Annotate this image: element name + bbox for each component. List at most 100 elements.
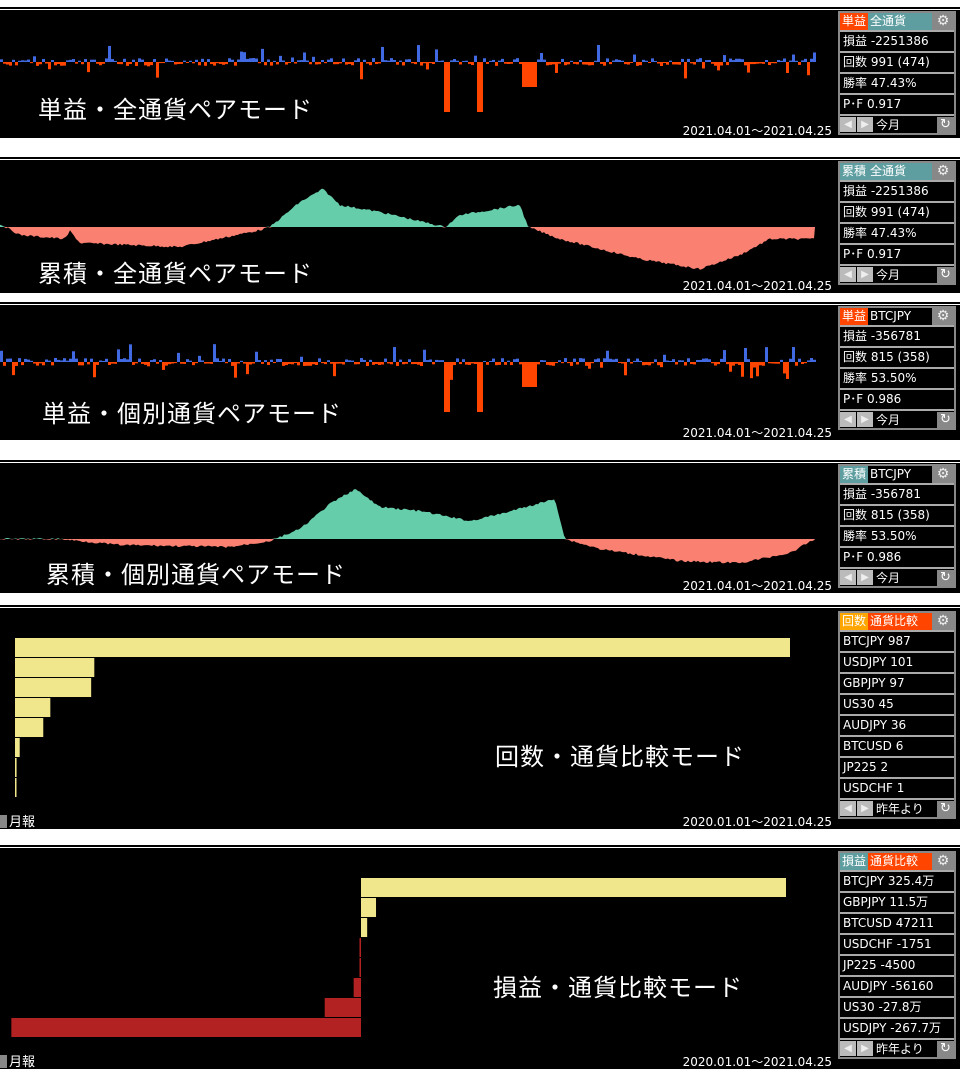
- profit-bar: [129, 344, 132, 362]
- refresh-icon[interactable]: ↻: [937, 800, 954, 817]
- loss-bar: [174, 362, 177, 364]
- loss-bar: [564, 62, 567, 66]
- profit-bar: [327, 360, 330, 362]
- mode-tag-button[interactable]: 損益: [840, 853, 869, 870]
- loss-bar: [147, 62, 150, 67]
- loss-area: [0, 227, 815, 270]
- currency-tag-button[interactable]: 全通貨: [868, 163, 932, 180]
- loss-bar: [426, 62, 429, 70]
- loss-bar: [552, 362, 555, 366]
- loss-bar: [693, 362, 696, 365]
- next-period-button[interactable]: ▶: [857, 1041, 873, 1056]
- refresh-icon[interactable]: ↻: [937, 266, 954, 283]
- prev-period-button[interactable]: ◀: [840, 570, 856, 585]
- profit-bar: [654, 60, 657, 62]
- mode-tag-button[interactable]: 単益: [840, 308, 869, 325]
- chart-panel-6: 損益・通貨比較モード 2020.01.01～2021.04.25 月報 損益 通貨比較 ⚙…: [0, 843, 960, 1071]
- currency-tag-button[interactable]: 通貨比較: [868, 853, 932, 870]
- profit-bar: [765, 59, 768, 62]
- loss-bar: [510, 62, 513, 64]
- next-period-button[interactable]: ▶: [857, 801, 873, 816]
- loss-bar: [660, 362, 663, 368]
- profit-bar: [417, 45, 420, 62]
- next-period-button[interactable]: ▶: [857, 117, 873, 132]
- loss-bar: [51, 362, 54, 366]
- refresh-icon[interactable]: ↻: [937, 411, 954, 428]
- gear-icon[interactable]: ⚙: [932, 466, 954, 483]
- refresh-icon[interactable]: ↻: [937, 116, 954, 133]
- mode-label: 回数・通貨比較モード: [495, 743, 745, 771]
- refresh-icon[interactable]: ↻: [937, 569, 954, 586]
- stat-row: USDJPY -267.7万: [840, 1019, 954, 1040]
- gear-icon[interactable]: ⚙: [932, 13, 954, 30]
- gear-icon[interactable]: ⚙: [932, 163, 954, 180]
- loss-bar: [366, 362, 369, 366]
- prev-period-button[interactable]: ◀: [840, 117, 856, 132]
- stat-row: 回数 991 (474): [840, 203, 954, 224]
- profit-bar: [264, 360, 267, 362]
- stats-box: 累積 BTCJPY ⚙ 損益 -356781 回数 815 (358) 勝率 53.50%…: [838, 464, 956, 588]
- loss-bar: [525, 62, 528, 87]
- loss-bar: [726, 62, 729, 66]
- prev-period-button[interactable]: ◀: [840, 1041, 856, 1056]
- loss-bar: [804, 362, 807, 364]
- prev-period-button[interactable]: ◀: [840, 801, 856, 816]
- loss-bar: [420, 362, 423, 366]
- profit-bar: [105, 58, 108, 62]
- currency-tag-button[interactable]: 通貨比較: [868, 613, 932, 630]
- gear-icon[interactable]: ⚙: [932, 853, 954, 870]
- profit-bar: [474, 55, 477, 62]
- profit-bar: [540, 52, 543, 62]
- currency-tag-button[interactable]: BTCJPY: [868, 308, 932, 325]
- profit-bar: [282, 60, 285, 62]
- mode-tag-button[interactable]: 累積: [840, 466, 869, 483]
- next-period-button[interactable]: ▶: [857, 412, 873, 427]
- monthly-report-button[interactable]: 月報: [0, 811, 35, 830]
- profit-bar: [384, 60, 387, 62]
- refresh-icon[interactable]: ↻: [937, 1040, 954, 1057]
- loss-bar: [675, 362, 678, 365]
- loss-bar: [348, 62, 351, 65]
- profit-bar: [123, 58, 126, 62]
- loss-bar: [621, 362, 624, 364]
- profit-bar: [579, 60, 582, 62]
- loss-bar: [30, 62, 33, 64]
- profit-bar: [9, 358, 12, 362]
- loss-bar: [756, 62, 759, 64]
- gear-icon[interactable]: ⚙: [932, 308, 954, 325]
- loss-bar: [519, 62, 522, 65]
- profit-bar: [672, 359, 675, 362]
- profit-bar: [465, 60, 468, 62]
- prev-period-button[interactable]: ◀: [840, 267, 856, 282]
- profit-bar: [696, 59, 699, 62]
- loss-bar: [555, 362, 558, 364]
- loss-bar: [267, 362, 270, 366]
- loss-bar: [126, 62, 129, 66]
- gear-icon[interactable]: ⚙: [932, 613, 954, 630]
- mode-tag-button[interactable]: 回数: [840, 613, 869, 630]
- monthly-report-button[interactable]: 月報: [0, 1051, 35, 1070]
- loss-bar: [720, 62, 723, 66]
- loss-bar: [339, 362, 342, 364]
- stat-row: BTCJPY 325.4万: [840, 872, 954, 893]
- profit-bar: [186, 359, 189, 362]
- profit-bar: [21, 60, 24, 62]
- profit-bar: [633, 360, 636, 362]
- loss-bar: [156, 362, 159, 364]
- loss-bar: [546, 362, 549, 365]
- profit-bar: [207, 59, 210, 62]
- loss-bar: [162, 62, 165, 64]
- loss-bar: [504, 62, 507, 64]
- prev-period-button[interactable]: ◀: [840, 412, 856, 427]
- loss-bar: [309, 62, 312, 65]
- mode-tag-button[interactable]: 単益: [840, 13, 869, 30]
- profit-bar: [303, 52, 306, 62]
- loss-bar: [774, 362, 777, 364]
- currency-tag-button[interactable]: BTCJPY: [868, 466, 932, 483]
- mode-tag-button[interactable]: 累積: [840, 163, 869, 180]
- next-period-button[interactable]: ▶: [857, 267, 873, 282]
- profit-bar: [438, 60, 441, 62]
- loss-bar: [735, 362, 738, 364]
- currency-tag-button[interactable]: 全通貨: [868, 13, 932, 30]
- next-period-button[interactable]: ▶: [857, 570, 873, 585]
